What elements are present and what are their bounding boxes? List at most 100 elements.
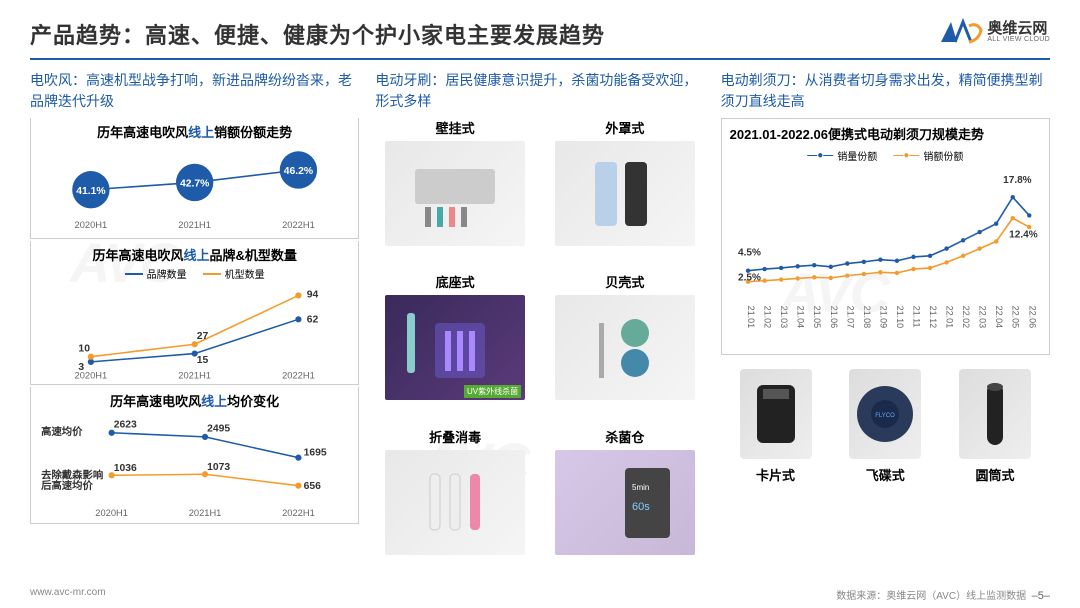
rz-label-1: 飞碟式: [866, 465, 905, 484]
razor-types: 卡片式 FLYCO 飞碟式 圆筒式: [721, 369, 1050, 484]
page-root: AVC AVC AVC 产品趋势：高速、便捷、健康为个护小家电主要发展趋势 奥维…: [0, 0, 1080, 608]
chart1-title: 历年高速电吹风线上销额份额走势: [39, 122, 350, 141]
svg-text:FLYCO: FLYCO: [876, 413, 896, 419]
svg-text:62: 62: [307, 315, 319, 326]
chart3-title-post: 均价变化: [227, 394, 279, 409]
svg-text:5min: 5min: [632, 483, 649, 492]
header: 产品趋势：高速、便捷、健康为个护小家电主要发展趋势 奥维云网 ALL VIEW …: [30, 18, 1050, 60]
svg-text:22.03: 22.03: [977, 305, 987, 328]
page-title: 产品趋势：高速、便捷、健康为个护小家电主要发展趋势: [30, 18, 605, 50]
svg-text:高速均价: 高速均价: [41, 425, 83, 438]
tb-cell-2: 底座式 UV紫外线杀菌: [375, 272, 535, 420]
footer: www.avc-mr.com 数据来源：奥维云网（AVC）线上监测数据 –5–: [30, 587, 1050, 602]
svg-text:2020H1: 2020H1: [75, 220, 108, 230]
svg-text:22.01: 22.01: [944, 305, 954, 328]
razor-legend: —●—销量份额 —●—销额份额: [730, 148, 1041, 163]
tb-img-shell: [555, 295, 695, 400]
svg-text:1073: 1073: [207, 462, 230, 473]
chart1-title-blue: 线上: [188, 125, 214, 140]
tb-cell-3: 贝壳式: [545, 272, 705, 420]
brand-logo: 奥维云网 ALL VIEW CLOUD: [939, 18, 1050, 46]
logo-text-en: ALL VIEW CLOUD: [987, 36, 1050, 43]
svg-text:2623: 2623: [114, 420, 137, 431]
chart2-title-pre: 历年高速电吹风: [92, 248, 183, 263]
svg-text:1036: 1036: [114, 463, 137, 474]
rz-ufo: FLYCO 飞碟式: [849, 369, 921, 484]
svg-text:2020H1: 2020H1: [95, 508, 128, 518]
svg-text:2021H1: 2021H1: [178, 220, 211, 230]
svg-text:2022H1: 2022H1: [282, 508, 315, 518]
svg-text:46.2%: 46.2%: [284, 166, 313, 177]
razor-svg: 4.5% 2.5% 17.8% 12.4% 21.01 21.02 21.03 21.…: [730, 165, 1041, 346]
tb-img-cover: [555, 141, 695, 246]
svg-text:2021H1: 2021H1: [189, 508, 222, 518]
svg-text:21.12: 21.12: [928, 305, 938, 328]
svg-text:2.5%: 2.5%: [738, 272, 761, 283]
svg-text:21.04: 21.04: [795, 305, 805, 328]
svg-text:41.1%: 41.1%: [76, 186, 105, 197]
svg-text:21.02: 21.02: [762, 305, 772, 328]
chart3-svg: 高速均价 去除戴森影响 后高速均价 2623 2495 1695 1036 10…: [39, 412, 350, 521]
tb-label-5: 杀菌仓: [605, 427, 644, 446]
page-number: –5–: [1032, 590, 1050, 602]
razor-chart: 2021.01-2022.06便携式电动剃须刀规模走势 —●—销量份额 —●—销…: [721, 118, 1050, 355]
svg-text:2022H1: 2022H1: [282, 371, 315, 381]
chart2-title-post: 品牌&机型数量: [209, 248, 296, 263]
lg-val: 销额份额: [923, 148, 963, 163]
chart3-price: 历年高速电吹风线上均价变化 高速均价 去除戴森影响 后高速均价 2623 249…: [30, 387, 359, 524]
svg-text:4.5%: 4.5%: [738, 247, 761, 258]
chart2-svg: 10 3 27 15 94 62 2020H1 2021H1 2022H1: [39, 283, 350, 382]
tb-img-fold: [385, 450, 525, 555]
uv-caption: UV紫外线杀菌: [464, 385, 521, 398]
svg-text:21.01: 21.01: [746, 305, 756, 328]
tb-img-chamber: 5min 60s: [555, 450, 695, 555]
svg-text:42.7%: 42.7%: [180, 179, 209, 190]
tb-cell-1: 外罩式: [545, 118, 705, 266]
tb-label-1: 外罩式: [605, 118, 644, 137]
rz-cyl: 圆筒式: [959, 369, 1031, 484]
svg-text:94: 94: [307, 290, 319, 301]
logo-text-cn: 奥维云网: [987, 21, 1050, 36]
chart2-count: 历年高速电吹风线上品牌&机型数量 品牌数量 机型数量 10 3 27 15 9: [30, 241, 359, 385]
svg-text:21.03: 21.03: [779, 305, 789, 328]
chart1-title-post: 销额份额走势: [214, 125, 292, 140]
svg-text:1695: 1695: [304, 448, 327, 459]
col2-heading: 电动牙刷：居民健康意识提升，杀菌功能备受欢迎，形式多样: [375, 70, 704, 112]
svg-text:2022H1: 2022H1: [282, 220, 315, 230]
svg-text:21.11: 21.11: [911, 305, 921, 327]
lg-model: 机型数量: [225, 266, 265, 281]
logo-icon: [939, 18, 983, 46]
svg-text:10: 10: [78, 344, 90, 355]
tb-cell-5: 杀菌仓 5min 60s: [545, 427, 705, 575]
chart1-svg: 41.1% 42.7% 46.2% 2020H1 2021H1 2022H1: [39, 143, 350, 236]
rz-label-2: 圆筒式: [976, 465, 1015, 484]
svg-text:2020H1: 2020H1: [75, 371, 108, 381]
svg-text:15: 15: [197, 355, 209, 366]
rz-card: 卡片式: [740, 369, 812, 484]
svg-text:22.06: 22.06: [1027, 305, 1037, 328]
svg-text:656: 656: [304, 481, 322, 492]
tb-img-base: UV紫外线杀菌: [385, 295, 525, 400]
chart3-title-pre: 历年高速电吹风: [110, 394, 201, 409]
svg-text:21.06: 21.06: [828, 305, 838, 328]
razor-chart-title: 2021.01-2022.06便携式电动剃须刀规模走势: [730, 127, 1041, 144]
tb-label-0: 壁挂式: [436, 118, 475, 137]
svg-text:22.02: 22.02: [961, 305, 971, 328]
svg-text:21.05: 21.05: [812, 305, 822, 328]
svg-text:17.8%: 17.8%: [1003, 175, 1032, 186]
tb-label-3: 贝壳式: [605, 272, 644, 291]
svg-text:2495: 2495: [207, 424, 230, 435]
chart1-share: 历年高速电吹风线上销额份额走势 41.1% 42.7% 46.2% 2020H1…: [30, 118, 359, 239]
lg-vol: 销量份额: [837, 148, 877, 163]
chart3-title-blue: 线上: [201, 394, 227, 409]
svg-text:12.4%: 12.4%: [1009, 229, 1038, 240]
toothbrush-grid: 壁挂式 外罩式 底座式 UV紫外线杀菌 贝壳式: [375, 118, 704, 575]
col1-heading: 电吹风：高速机型战争打响，新进品牌纷纷沓来，老品牌迭代升级: [30, 70, 359, 112]
chart2-title-blue: 线上: [183, 248, 209, 263]
svg-text:60s: 60s: [632, 501, 650, 513]
tb-label-4: 折叠消毒: [429, 427, 481, 446]
chart3-title: 历年高速电吹风线上均价变化: [39, 391, 350, 410]
svg-text:21.09: 21.09: [878, 305, 888, 328]
chart1-title-pre: 历年高速电吹风: [97, 125, 188, 140]
columns: 电吹风：高速机型战争打响，新进品牌纷纷沓来，老品牌迭代升级 历年高速电吹风线上销…: [30, 70, 1050, 575]
